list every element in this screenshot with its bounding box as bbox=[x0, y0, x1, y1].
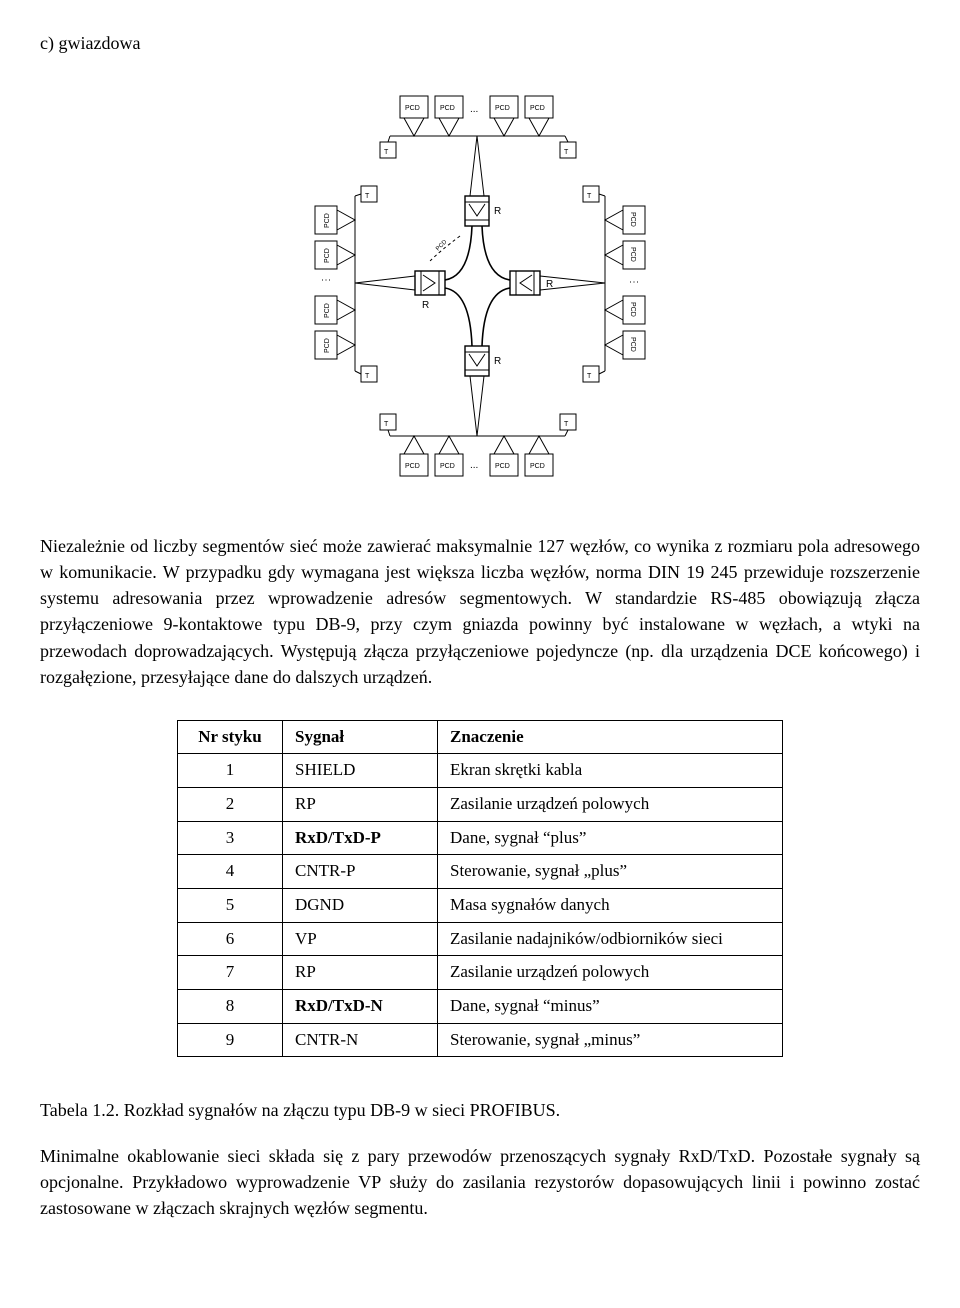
col-header-znaczenie: Znaczenie bbox=[438, 720, 783, 754]
table-row: 7RPZasilanie urządzeń polowych bbox=[178, 956, 783, 990]
svg-text:PCD: PCD bbox=[629, 302, 636, 317]
svg-text:...: ... bbox=[470, 460, 478, 471]
svg-text:PCD: PCD bbox=[495, 463, 510, 470]
svg-text:PCD: PCD bbox=[495, 105, 510, 112]
table-row: 9CNTR-NSterowanie, sygnał „minus” bbox=[178, 1023, 783, 1057]
table-row: 6VPZasilanie nadajników/odbiorników siec… bbox=[178, 922, 783, 956]
svg-text:PCD: PCD bbox=[629, 337, 636, 352]
svg-text:⋮: ⋮ bbox=[321, 275, 332, 285]
body-paragraph-2: Minimalne okablowanie sieci składa się z… bbox=[40, 1143, 920, 1221]
svg-text:PCD: PCD bbox=[629, 247, 636, 262]
star-topology-diagram: PCD PCD ... PCD PCD T T PCD PCD ... PCD … bbox=[40, 76, 920, 503]
svg-text:R: R bbox=[422, 300, 429, 311]
signal-table: Nr styku Sygnał Znaczenie 1SHIELDEkran s… bbox=[177, 720, 783, 1057]
svg-text:PCD: PCD bbox=[629, 212, 636, 227]
repeaters: R R R R bbox=[415, 196, 553, 376]
svg-text:T: T bbox=[384, 421, 389, 428]
svg-text:T: T bbox=[587, 193, 592, 200]
svg-text:T: T bbox=[564, 149, 569, 156]
table-row: 4CNTR-PSterowanie, sygnał „plus” bbox=[178, 855, 783, 889]
table-row: 5DGNDMasa sygnałów danych bbox=[178, 888, 783, 922]
repeater-links bbox=[355, 136, 605, 436]
svg-text:T: T bbox=[384, 149, 389, 156]
svg-text:PCD: PCD bbox=[435, 239, 449, 253]
svg-text:T: T bbox=[564, 421, 569, 428]
svg-text:PCD: PCD bbox=[405, 105, 420, 112]
svg-text:PCD: PCD bbox=[324, 338, 331, 353]
section-heading: c) gwiazdowa bbox=[40, 30, 920, 56]
svg-text:R: R bbox=[494, 356, 501, 367]
svg-text:PCD: PCD bbox=[440, 463, 455, 470]
table-row: 8RxD/TxD-NDane, sygnał “minus” bbox=[178, 989, 783, 1023]
svg-text:⋮: ⋮ bbox=[628, 277, 639, 287]
svg-text:PCD: PCD bbox=[440, 105, 455, 112]
table-row: 3RxD/TxD-PDane, sygnał “plus” bbox=[178, 821, 783, 855]
svg-text:PCD: PCD bbox=[324, 213, 331, 228]
col-header-sygnal: Sygnał bbox=[283, 720, 438, 754]
svg-text:R: R bbox=[494, 206, 501, 217]
svg-text:PCD: PCD bbox=[530, 105, 545, 112]
col-header-nr: Nr styku bbox=[178, 720, 283, 754]
svg-text:T: T bbox=[365, 193, 370, 200]
table-row: 2RPZasilanie urządzeń polowych bbox=[178, 788, 783, 822]
table-row: 1SHIELDEkran skrętki kabla bbox=[178, 754, 783, 788]
svg-text:PCD: PCD bbox=[530, 463, 545, 470]
svg-text:...: ... bbox=[470, 104, 478, 115]
svg-text:PCD: PCD bbox=[405, 463, 420, 470]
table-caption: Tabela 1.2. Rozkład sygnałów na złączu t… bbox=[40, 1097, 920, 1123]
svg-text:T: T bbox=[365, 373, 370, 380]
svg-text:T: T bbox=[587, 373, 592, 380]
svg-text:PCD: PCD bbox=[324, 248, 331, 263]
svg-text:PCD: PCD bbox=[324, 303, 331, 318]
body-paragraph-1: Niezależnie od liczby segmentów sieć moż… bbox=[40, 533, 920, 690]
